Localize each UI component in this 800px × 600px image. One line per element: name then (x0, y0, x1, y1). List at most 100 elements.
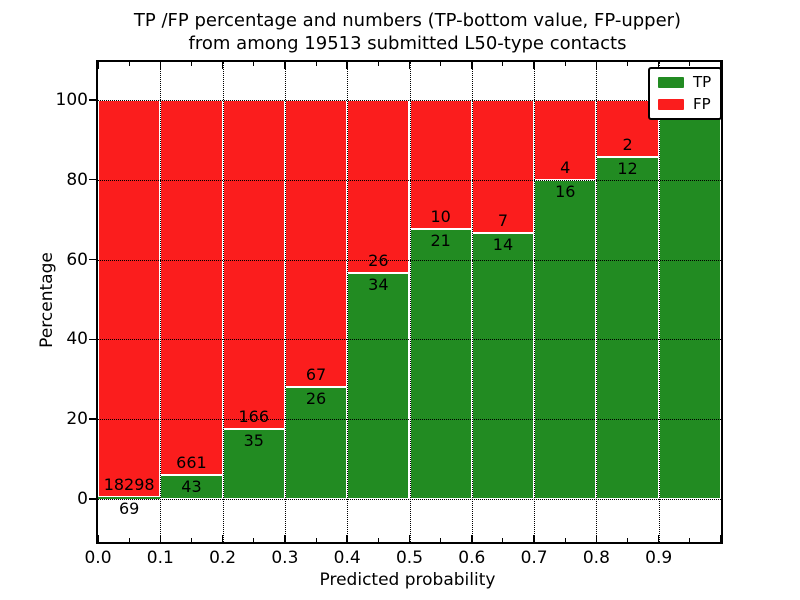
x-tick-mark (97, 62, 99, 69)
x-minor-tick-mark (627, 538, 629, 542)
legend-swatch-tp-icon (658, 77, 684, 88)
x-tick-mark (221, 535, 224, 542)
bar-count-label-fp: 18298 (103, 475, 155, 495)
x-minor-tick-mark (190, 62, 192, 66)
bar-count-label-tp: 12 (617, 158, 638, 178)
x-tick-mark (284, 62, 286, 69)
bar-segment-tp (347, 272, 410, 499)
x-tick-mark (533, 62, 535, 69)
bar-segment-tp (409, 228, 472, 499)
legend-item-fp: FP (658, 97, 711, 112)
bar-count-label-fp: 26 (368, 250, 389, 270)
x-minor-tick-mark (315, 62, 317, 66)
x-tick-mark (533, 535, 535, 542)
bar-count-label-tp: 21 (430, 230, 451, 250)
gridline-vertical (347, 62, 349, 542)
bar-count-label-fp: 10 (430, 206, 451, 226)
x-minor-tick-mark (627, 62, 629, 66)
legend-swatch-fp-icon (658, 99, 684, 110)
y-tick-label: 20 (66, 409, 88, 430)
plot-canvas: 18298 69 661 43 166 35 67 26 26 34 10 21 7 14 4 16 2 12 20… (56, 62, 722, 568)
chart-title: TP /FP percentage and numbers (TP-bottom… (96, 9, 719, 55)
x-minor-tick-mark (128, 538, 130, 542)
bar-count-label-fp: 2 (622, 134, 633, 154)
x-tick-label: 0.6 (458, 548, 486, 568)
x-tick-mark (595, 62, 598, 69)
gridline-vertical (160, 62, 162, 542)
x-tick-mark (221, 62, 224, 69)
bar-count-label-fp: 4 (560, 157, 571, 177)
y-tick-label: 100 (55, 89, 88, 110)
plot-area: 18298 69 661 43 166 35 67 26 26 34 10 21 7 14 4 16 2 12 20… (56, 60, 723, 568)
x-minor-tick-mark (190, 538, 192, 542)
bar-count-label-tp: 69 (118, 499, 140, 519)
bar-count-label-fp: 661 (176, 452, 207, 472)
y-tick-mark (89, 99, 96, 101)
x-tick-mark (284, 535, 286, 542)
x-tick-mark (159, 62, 162, 69)
x-tick-mark (471, 62, 473, 69)
bar-count-label-tp: 14 (492, 234, 514, 254)
x-minor-tick-mark (377, 538, 379, 542)
x-tick-mark (720, 62, 722, 69)
bar-count-label-tp: 34 (368, 274, 389, 294)
x-minor-tick-mark (564, 62, 566, 66)
bar-count-label-tp: 26 (305, 389, 327, 409)
gridline-vertical (222, 62, 224, 542)
x-tick-mark (720, 535, 722, 542)
x-tick-mark (346, 62, 348, 69)
bar-segment-fp (222, 99, 285, 430)
bar-count-label-fp: 166 (238, 407, 270, 427)
bar-count-label-fp: 67 (305, 365, 327, 385)
gridline-vertical (471, 62, 473, 542)
x-tick-label: 0.3 (271, 548, 299, 568)
gridline-vertical (534, 62, 536, 542)
y-tick-mark (89, 338, 96, 341)
x-minor-tick-mark (128, 62, 130, 66)
x-tick-mark (595, 535, 598, 542)
x-tick-label: 0.5 (395, 548, 424, 568)
x-axis-label: Predicted probability (319, 570, 496, 590)
x-tick-mark (408, 535, 411, 542)
x-minor-tick-mark (377, 62, 379, 66)
chart-title-line1: TP /FP percentage and numbers (TP-bottom… (133, 10, 682, 31)
x-tick-label: 0.9 (645, 548, 673, 568)
x-minor-tick-mark (564, 538, 566, 542)
y-tick-label: 40 (66, 329, 88, 350)
y-tick-mark (89, 258, 96, 261)
x-tick-mark (346, 535, 348, 542)
x-tick-mark (471, 535, 473, 542)
y-tick-label: 80 (66, 169, 88, 190)
x-minor-tick-mark (440, 62, 442, 66)
bar-count-label-tp: 43 (181, 476, 202, 496)
x-minor-tick-mark (253, 538, 255, 542)
bar-segment-tp (222, 429, 285, 499)
x-minor-tick-mark (502, 62, 504, 66)
bar-count-label-tp: 16 (555, 181, 576, 201)
x-minor-tick-mark (502, 538, 504, 542)
x-tick-label: 0.0 (84, 548, 112, 568)
gridline-vertical (284, 62, 286, 542)
gridline-vertical (658, 62, 660, 542)
chart-title-line2: from among 19513 submitted L50-type cont… (188, 33, 627, 54)
gridline-vertical (596, 62, 598, 542)
x-tick-mark (97, 535, 99, 542)
y-tick-label: 0 (77, 488, 88, 509)
legend-label-tp: TP (693, 73, 712, 91)
bar-count-label-tp: 35 (243, 431, 264, 451)
legend-label-fp: FP (693, 95, 711, 113)
y-tick-label: 60 (66, 249, 88, 270)
bar-segment-fp (284, 99, 348, 388)
x-tick-label: 0.2 (209, 548, 237, 568)
bar-segment-tp (596, 156, 659, 499)
bar-segment-tp (658, 99, 721, 499)
x-tick-mark (159, 535, 162, 542)
x-tick-label: 0.1 (146, 548, 174, 568)
x-minor-tick-mark (315, 538, 317, 542)
y-tick-mark (89, 498, 96, 500)
legend: TP FP (648, 67, 723, 120)
bar-segment-fp (98, 99, 161, 498)
x-tick-mark (408, 62, 411, 69)
bar-segment-tp (98, 497, 161, 499)
